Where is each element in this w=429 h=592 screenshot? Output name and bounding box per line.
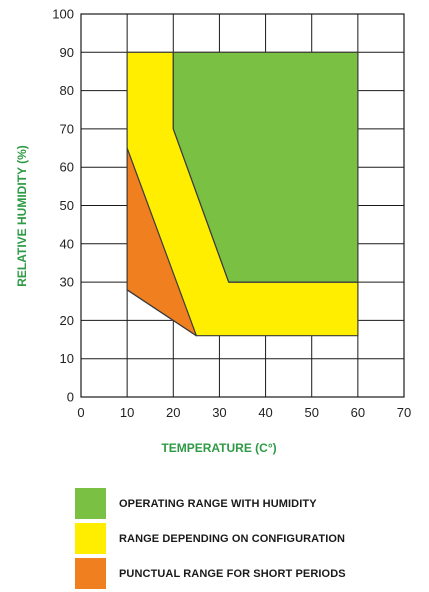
x-tick-label: 70 <box>397 405 411 420</box>
x-axis-title: TEMPERATURE (C°) <box>161 441 276 455</box>
chart: 0 10 20 30 40 50 60 70 0 10 20 30 40 50 60 70 80 90 100 T… <box>15 7 411 456</box>
y-tick-labels: 0 10 20 30 40 50 60 70 80 90 100 <box>52 7 74 405</box>
legend-swatch <box>75 523 106 554</box>
y-tick-label: 60 <box>60 160 74 175</box>
y-tick-label: 10 <box>60 351 74 366</box>
y-tick-label: 30 <box>60 275 74 290</box>
regions <box>126 51 359 337</box>
y-tick-label: 50 <box>60 198 74 213</box>
y-tick-label: 100 <box>52 7 74 22</box>
legend-swatch <box>75 488 106 519</box>
x-tick-label: 0 <box>77 405 84 420</box>
legend-label: PUNCTUAL RANGE FOR SHORT PERIODS <box>119 567 346 580</box>
x-tick-label: 40 <box>258 405 272 420</box>
y-tick-label: 90 <box>60 45 74 60</box>
region-operating-range-with-humidity <box>172 51 359 283</box>
legend-label: OPERATING RANGE WITH HUMIDITY <box>119 497 317 510</box>
y-tick-label: 70 <box>60 121 74 136</box>
y-tick-label: 40 <box>60 236 74 251</box>
y-tick-label: 20 <box>60 313 74 328</box>
legend: OPERATING RANGE WITH HUMIDITY RANGE DEPE… <box>75 487 346 592</box>
legend-item-operating: OPERATING RANGE WITH HUMIDITY <box>75 487 346 520</box>
plot-border <box>80 13 405 398</box>
x-tick-label: 20 <box>166 405 180 420</box>
x-tick-label: 50 <box>304 405 318 420</box>
plot-frame <box>80 13 405 398</box>
legend-item-configuration: RANGE DEPENDING ON CONFIGURATION <box>75 522 346 555</box>
region-punctual-range-for-short-periods <box>126 147 197 337</box>
x-tick-labels: 0 10 20 30 40 50 60 70 <box>77 405 411 420</box>
x-tick-label: 30 <box>212 405 226 420</box>
x-tick-label: 60 <box>351 405 365 420</box>
y-tick-label: 0 <box>67 390 74 405</box>
legend-swatch <box>75 558 106 589</box>
x-tick-label: 10 <box>120 405 134 420</box>
y-axis-title: RELATIVE HUMIDITY (%) <box>15 145 29 287</box>
legend-item-punctual: PUNCTUAL RANGE FOR SHORT PERIODS <box>75 557 346 590</box>
legend-label: RANGE DEPENDING ON CONFIGURATION <box>119 532 346 545</box>
y-tick-label: 80 <box>60 83 74 98</box>
